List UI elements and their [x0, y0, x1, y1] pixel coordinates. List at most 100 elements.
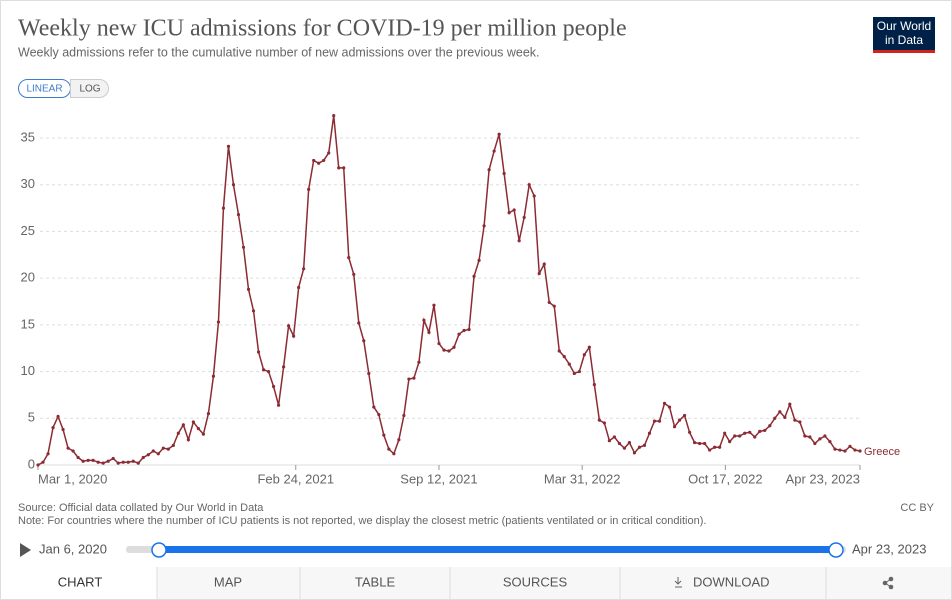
data-point — [231, 183, 236, 187]
data-point — [602, 421, 606, 425]
data-point — [743, 431, 747, 435]
data-point — [76, 455, 80, 460]
data-point — [763, 428, 767, 433]
data-point — [256, 350, 261, 354]
series-label: Greece — [864, 446, 900, 458]
tab[interactable]: CHART — [58, 574, 103, 589]
data-point — [437, 341, 441, 346]
data-point — [793, 418, 797, 422]
data-point — [246, 287, 251, 291]
chart-subtitle: Weekly admissions refer to the cumulativ… — [18, 45, 540, 59]
data-point — [728, 440, 732, 444]
data-point — [131, 459, 135, 463]
data-point — [317, 161, 321, 165]
data-point — [682, 413, 687, 418]
data-point — [677, 418, 682, 422]
data-point — [442, 348, 446, 352]
log-button[interactable] — [70, 79, 109, 98]
data-point — [637, 445, 642, 449]
data-point — [347, 255, 351, 260]
data-point — [66, 446, 70, 450]
data-point — [96, 460, 100, 464]
timeline-handle[interactable] — [828, 542, 844, 558]
data-point — [723, 431, 727, 435]
data-point — [612, 435, 617, 439]
data-point — [211, 374, 216, 378]
data-point — [166, 447, 170, 451]
data-point — [156, 452, 160, 456]
data-point — [126, 460, 130, 464]
data-point — [56, 414, 60, 419]
data-point — [733, 434, 737, 438]
tab[interactable]: TABLE — [355, 574, 396, 589]
tab-bar — [1, 567, 951, 599]
logo-bar — [873, 50, 935, 53]
x-tick-label: Mar 31, 2022 — [544, 471, 621, 486]
data-point — [266, 369, 271, 374]
data-point — [783, 415, 787, 419]
y-tick-label: 10 — [21, 363, 35, 378]
data-point — [692, 440, 697, 445]
data-point — [632, 451, 637, 455]
data-point — [833, 447, 837, 451]
data-point — [853, 448, 857, 452]
data-point — [467, 327, 471, 332]
data-point — [121, 460, 125, 464]
x-tick-label: Sep 12, 2021 — [400, 471, 477, 486]
logo-text: in Data — [885, 33, 923, 47]
data-point — [562, 355, 566, 359]
play-button[interactable] — [20, 543, 31, 557]
data-point — [482, 224, 486, 228]
data-point — [642, 443, 647, 447]
data-point — [412, 376, 416, 380]
data-point — [136, 461, 140, 465]
tab-active[interactable] — [1, 567, 157, 599]
tab[interactable]: MAP — [214, 574, 242, 589]
data-point — [798, 420, 802, 424]
chart-title: Weekly new ICU admissions for COVID-19 p… — [18, 16, 627, 42]
data-point — [362, 339, 366, 343]
tab[interactable]: SOURCES — [503, 574, 568, 589]
data-point — [813, 441, 817, 446]
data-point — [718, 445, 722, 449]
data-point — [542, 262, 546, 266]
data-point — [477, 258, 481, 262]
license: CC BY — [900, 502, 934, 514]
data-point — [407, 377, 411, 381]
note: Note: For countries where the number of … — [18, 515, 706, 527]
data-point — [417, 360, 421, 364]
data-point — [116, 461, 120, 465]
data-point — [803, 434, 807, 438]
logo[interactable] — [873, 17, 935, 53]
tab[interactable]: DOWNLOAD — [693, 574, 770, 589]
data-point — [196, 426, 200, 431]
data-point — [367, 371, 371, 376]
y-tick-label: 35 — [21, 129, 35, 144]
y-tick-label: 0 — [28, 456, 35, 471]
data-point — [662, 401, 667, 405]
timeline-end: Apr 23, 2023 — [852, 541, 926, 556]
linear-label: LINEAR — [26, 84, 62, 95]
x-tick-label: Oct 17, 2022 — [688, 471, 762, 486]
data-point — [307, 187, 311, 191]
data-point — [512, 208, 516, 212]
data-point — [241, 245, 246, 249]
logo-text: Our World — [877, 19, 931, 33]
data-point — [597, 418, 601, 422]
timeline-range — [159, 546, 836, 553]
data-point — [462, 328, 466, 333]
share-icon[interactable] — [882, 576, 894, 590]
data-point — [432, 303, 436, 307]
data-point — [382, 433, 386, 437]
data-point — [41, 460, 45, 464]
data-point — [322, 158, 326, 163]
data-point — [352, 272, 356, 277]
timeline-handle[interactable] — [151, 542, 167, 558]
data-point — [617, 441, 622, 446]
data-point — [758, 429, 762, 433]
data-point — [141, 455, 145, 460]
data-point — [527, 183, 531, 187]
x-tick-label: Feb 24, 2021 — [257, 471, 334, 486]
